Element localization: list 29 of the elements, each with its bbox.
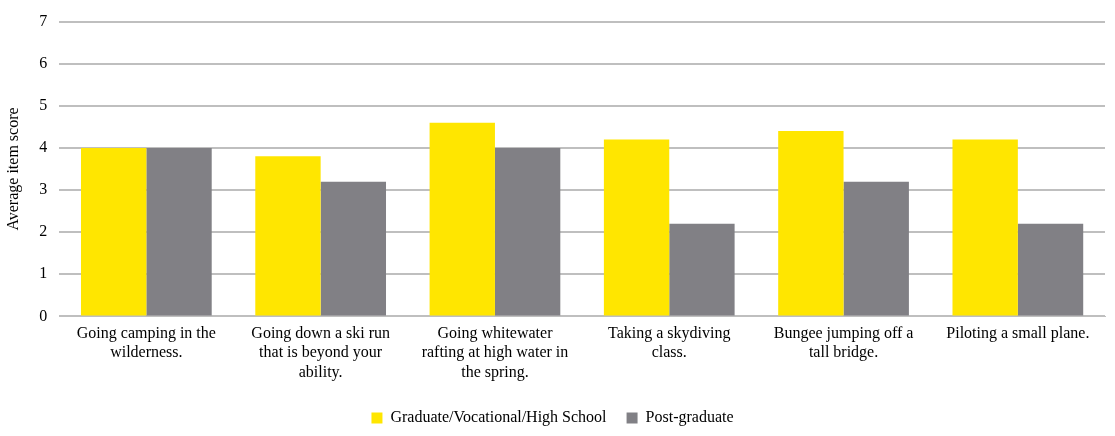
bar bbox=[843, 181, 909, 316]
y-tick-label: 0 bbox=[39, 306, 48, 324]
y-tick-label: 3 bbox=[39, 180, 48, 198]
bar bbox=[778, 131, 844, 316]
bar bbox=[320, 181, 387, 316]
y-tick-label: 2 bbox=[39, 222, 48, 240]
x-tick-label: Bungee jumping off a tall bridge. bbox=[773, 324, 914, 362]
bar bbox=[494, 147, 561, 316]
x-tick-label: Going camping in the wilderness. bbox=[76, 324, 216, 361]
y-axis-title: Average item score bbox=[3, 107, 22, 231]
bar bbox=[603, 139, 670, 316]
y-tick-label: 6 bbox=[39, 53, 48, 71]
x-tick-label: Piloting a small plane. bbox=[946, 324, 1090, 343]
x-tick-label: Going down a ski run that is beyond your ability. bbox=[251, 324, 390, 381]
bar bbox=[1017, 223, 1084, 316]
bar bbox=[669, 223, 735, 316]
x-tick-label: Going whitewater rafting at high water in the spring. bbox=[421, 324, 569, 381]
bar bbox=[952, 139, 1018, 316]
bar bbox=[146, 147, 212, 316]
bar bbox=[255, 156, 321, 316]
bar bbox=[429, 122, 495, 316]
bar bbox=[80, 147, 147, 316]
legend-label: Post-graduate bbox=[645, 408, 734, 427]
legend-label: Graduate/Vocational/High School bbox=[390, 408, 608, 427]
y-tick-label: 7 bbox=[39, 11, 48, 29]
x-tick-label: Taking a skydiving class. bbox=[608, 324, 731, 361]
y-tick-label: 4 bbox=[39, 138, 48, 156]
y-tick-label: 5 bbox=[39, 96, 48, 114]
y-tick-label: 1 bbox=[39, 264, 48, 282]
